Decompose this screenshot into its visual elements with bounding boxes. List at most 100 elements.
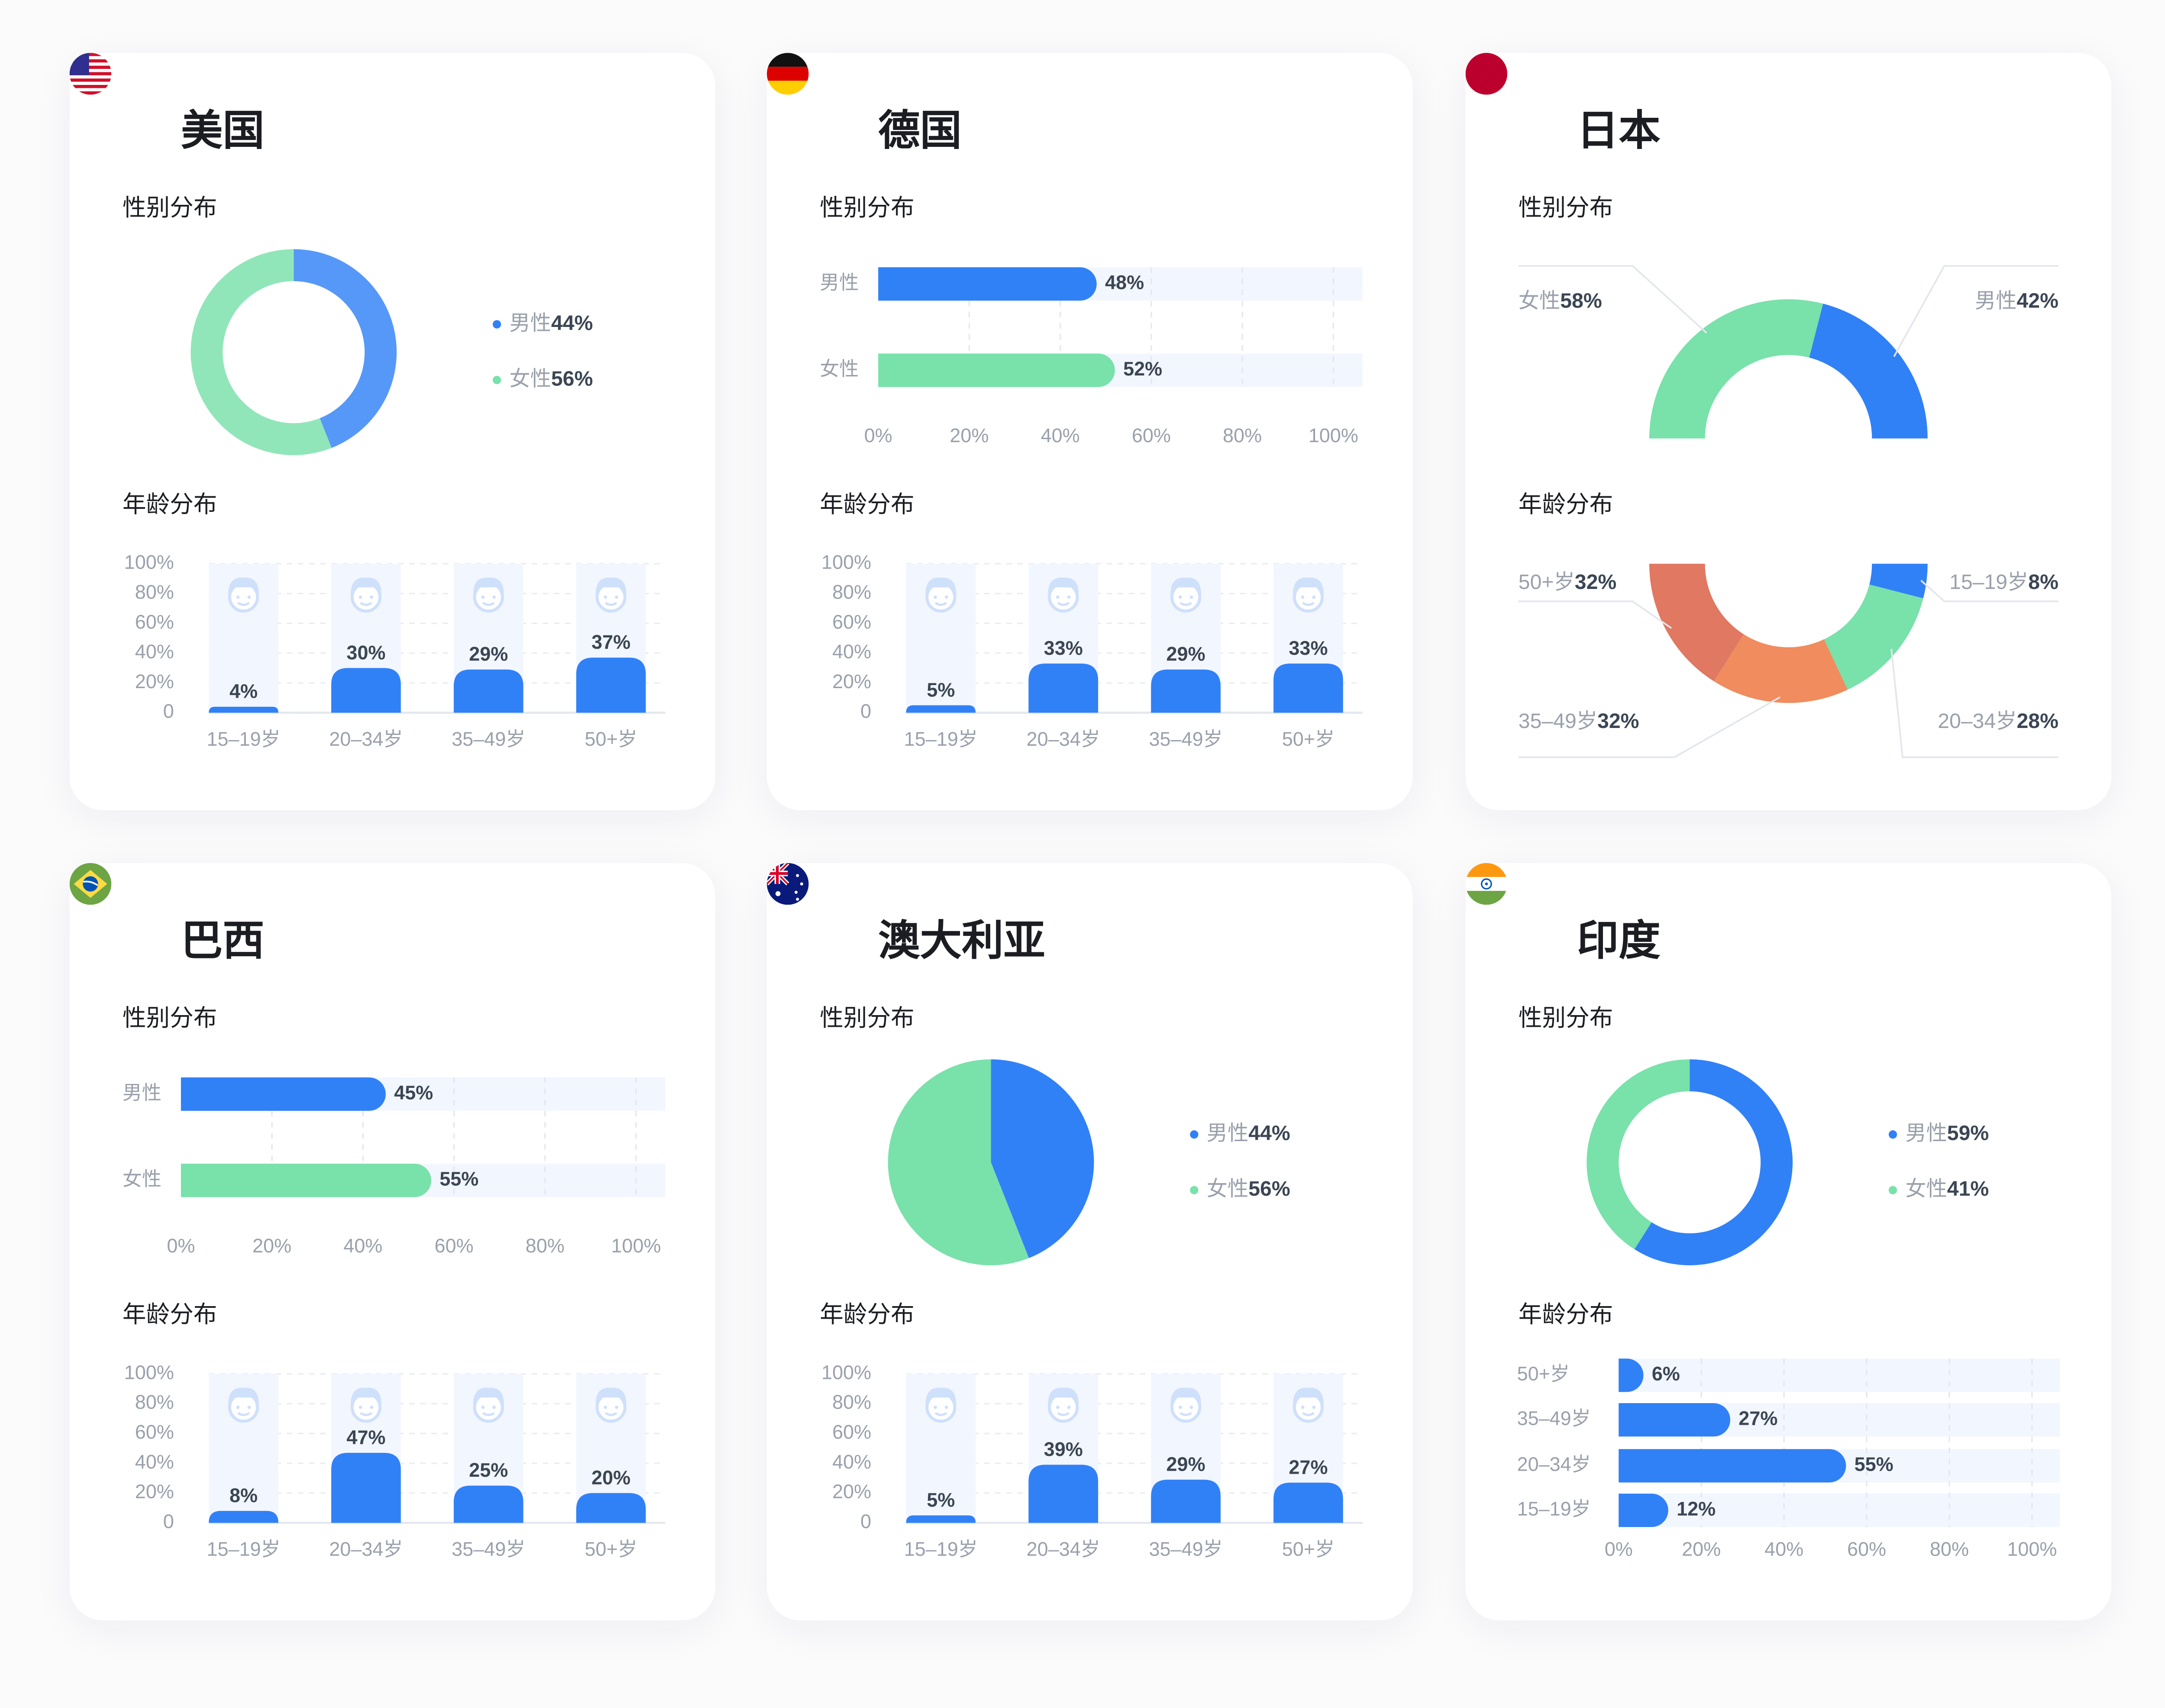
bar-value-label: 12% [1677,1498,1716,1520]
y-tick-label: 0 [860,1510,871,1532]
eye [1312,595,1316,599]
bar-value-label: 4% [229,680,258,702]
x-tick-label: 50+岁 [1282,728,1335,750]
x-tick-label: 0% [167,1235,195,1257]
legend-item: 女性56% [509,367,593,390]
eye [481,595,485,599]
y-tick-label: 40% [135,640,174,663]
y-tick-label: 20% [832,1481,871,1503]
y-tick-label: 100% [821,551,871,573]
eye [934,1405,937,1409]
eye [359,1405,362,1409]
x-tick-label: 15–19岁 [207,1538,280,1560]
leader-line [1890,649,2058,758]
eye [370,1405,374,1409]
slice-label: 50+岁32% [1519,570,1616,594]
eye [1056,595,1060,599]
eye [1067,595,1071,599]
charts-canvas: 男性44% 女性56% 100% 80% 60% 40% 20% 0 4% 15–19岁 30% 20… [124,249,666,750]
eye [615,1405,618,1409]
card-title: 日本 [1577,108,1661,155]
y-tick-label: 60% [832,1421,871,1443]
x-tick-label: 80% [526,1235,565,1257]
teen-face-icon [925,577,956,613]
x-tick-label: 20–34岁 [329,1538,403,1560]
bar-track [1619,1493,2060,1527]
bar [1273,663,1343,713]
eye [1189,1405,1193,1409]
gender-section-title: 性别分布 [820,195,914,222]
eye [359,595,362,599]
bar-value-label: 33% [1044,637,1083,659]
card-title: 美国 [181,108,265,155]
card-title: 巴西 [181,919,265,965]
y-tick-label: 100% [124,551,174,573]
x-tick-label: 20% [252,1235,291,1257]
y-tick-label: 80% [832,581,871,603]
charts-canvas: 0% 20% 40% 60% 80% 100% 男性 48% 女性 52% 100% 80% 60% 40… [820,267,1363,750]
x-tick-label: 0% [1605,1538,1633,1560]
bar-category-label: 男性 [123,1081,162,1103]
eye [934,595,937,599]
age-chart: 100% 80% 60% 40% 20% 0 8% 15–19岁 47% 20–34岁 25% 35–… [124,1361,666,1560]
y-tick-label: 60% [135,1421,174,1443]
bar-value-label: 6% [1652,1363,1680,1385]
leader-line [1893,265,2058,357]
brazil-flag-icon [69,863,112,905]
slice [1869,563,1928,598]
bar-value-label: 37% [591,631,630,653]
gender-chart: 男性44% 女性56% [888,1059,1290,1265]
bar [576,1493,646,1523]
young-adult-face-icon [1048,577,1079,613]
card-brazil: 巴西 性别分布 年龄分布 0% 20% 40% 60% 80% 100% 男性 45% 女性 55… [69,863,716,1621]
slice [1649,563,1744,682]
gender-chart: 女性58% 男性42% [1518,265,2058,439]
legend-dot [1190,1130,1199,1139]
bar-value-label: 33% [1289,637,1328,659]
legend-dot [492,320,501,329]
bar-value-label: 27% [1289,1456,1328,1478]
hair [595,1388,627,1405]
y-tick-label: 0 [163,1510,174,1532]
y-tick-label: 100% [821,1361,871,1383]
middle-aged-face-icon [1170,577,1202,613]
hair [351,577,381,595]
y-tick-label: 0 [163,700,174,722]
bar-value-label: 47% [346,1427,385,1449]
eye [944,1405,948,1409]
x-tick-label: 50+岁 [585,728,637,750]
eye [604,1405,607,1409]
mouth [604,602,617,606]
bar-value-label: 29% [1167,1453,1205,1475]
bar [1619,1359,1644,1392]
x-tick-label: 20% [1682,1538,1721,1560]
bar-category-label: 20–34岁 [1517,1453,1591,1475]
age-chart: 15–19岁8% 20–34岁28% 35–49岁32% 50+岁32% [1518,563,2058,758]
eye [944,595,948,599]
slice-male [991,1059,1094,1258]
card-australia: 澳大利亚 性别分布 年龄分布 男性44% 女性56% 100% 80% 60% 40% 20… [767,863,1413,1621]
mouth [359,1412,372,1416]
eye [236,595,240,599]
slice [1714,634,1848,703]
gender-section-title: 性别分布 [1518,1005,1613,1032]
gender-section-title: 性别分布 [1518,195,1613,222]
bar-value-label: 29% [469,643,508,665]
x-tick-label: 60% [1847,1538,1886,1560]
mouth [934,602,947,606]
eye [492,1405,496,1409]
charts-canvas: 男性44% 女性56% 100% 80% 60% 40% 20% 0 5% 15–19岁 39% 20… [821,1059,1363,1560]
x-tick-label: 80% [1930,1538,1969,1560]
x-tick-label: 15–19岁 [904,728,978,750]
bar-category-label: 女性 [820,358,859,380]
germany-flag-icon [767,53,809,95]
card-germany: 德国 性别分布 年龄分布 0% 20% 40% 60% 80% 100% 男性 48% 女性 52… [767,53,1413,810]
slice-male [1634,1059,1793,1265]
x-tick-label: 80% [1223,424,1262,446]
card-title: 印度 [1577,919,1661,965]
x-tick-label: 60% [434,1235,473,1257]
bar-track [1619,1359,2060,1392]
slice-female [191,249,332,456]
bar-category-label: 男性 [820,272,859,294]
gender-chart: 0% 20% 40% 60% 80% 100% 男性 45% 女性 55% [123,1077,666,1257]
